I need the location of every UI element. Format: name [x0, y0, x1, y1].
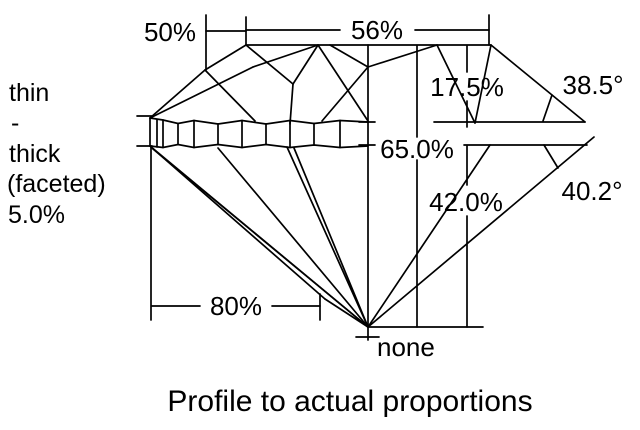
girdle-thin-label: thin [9, 79, 49, 107]
lower-girdle-length-label: 80% [210, 291, 262, 321]
table-width-label: 56% [351, 15, 403, 45]
culet-label: none [377, 332, 435, 362]
girdle-thick-label: thick [9, 140, 61, 168]
girdle-faceted-label: (faceted) [7, 170, 106, 198]
girdle-dash-label: - [11, 109, 19, 137]
dimension-lines [136, 14, 588, 341]
pavilion-facet-lines [149, 136, 595, 328]
girdle-percent-label: 5.0% [8, 201, 65, 229]
girdle-description: thin - thick (faceted) 5.0% [7, 79, 106, 229]
pavilion-angle-label: 40.2° [561, 176, 622, 206]
diagram-caption: Profile to actual proportions [167, 385, 532, 418]
crown-height-label: 17.5% [430, 72, 504, 102]
total-depth-label: 65.0% [380, 134, 454, 164]
star-length-label: 50% [144, 17, 196, 47]
crown-facet-lines [149, 44, 586, 125]
girdle-band [149, 117, 369, 149]
pavilion-depth-label: 42.0% [429, 187, 503, 217]
crown-angle-label: 38.5° [562, 70, 623, 100]
